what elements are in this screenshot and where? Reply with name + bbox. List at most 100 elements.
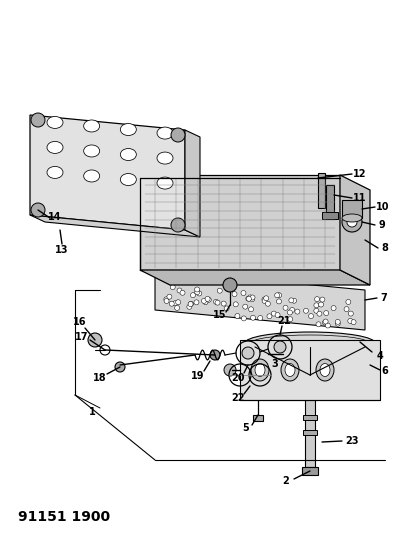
Circle shape	[316, 322, 321, 327]
Circle shape	[190, 293, 196, 297]
Text: 5: 5	[243, 423, 249, 433]
Circle shape	[314, 303, 319, 308]
Ellipse shape	[84, 170, 100, 182]
Text: 18: 18	[93, 373, 107, 383]
Polygon shape	[340, 175, 370, 285]
Ellipse shape	[255, 364, 265, 376]
Circle shape	[324, 311, 329, 316]
Circle shape	[164, 298, 169, 303]
Circle shape	[232, 292, 237, 296]
Bar	[326, 185, 334, 215]
Text: 14: 14	[48, 212, 62, 222]
Polygon shape	[140, 270, 370, 285]
Circle shape	[314, 297, 320, 302]
Bar	[303, 415, 317, 420]
Circle shape	[115, 362, 125, 372]
Ellipse shape	[281, 359, 299, 381]
Bar	[322, 212, 338, 219]
Circle shape	[210, 350, 220, 360]
Ellipse shape	[316, 359, 334, 381]
Polygon shape	[140, 175, 340, 270]
Circle shape	[326, 323, 330, 328]
Text: 1: 1	[89, 407, 95, 417]
Circle shape	[267, 314, 272, 319]
Circle shape	[167, 294, 172, 299]
Circle shape	[180, 290, 185, 295]
Circle shape	[264, 296, 269, 301]
Circle shape	[291, 298, 297, 303]
Circle shape	[250, 295, 255, 300]
Circle shape	[258, 316, 263, 320]
Bar	[305, 375, 315, 467]
Circle shape	[188, 301, 194, 306]
Text: 2: 2	[283, 476, 289, 486]
Text: 10: 10	[376, 202, 390, 212]
Circle shape	[250, 297, 255, 302]
Ellipse shape	[47, 116, 63, 128]
Circle shape	[271, 311, 276, 316]
Circle shape	[287, 310, 292, 315]
Circle shape	[335, 321, 340, 326]
Ellipse shape	[157, 177, 173, 189]
Circle shape	[213, 300, 219, 304]
Circle shape	[318, 302, 324, 307]
Circle shape	[164, 297, 169, 302]
Circle shape	[288, 317, 293, 322]
Circle shape	[203, 300, 208, 305]
Circle shape	[217, 288, 222, 293]
Circle shape	[323, 319, 328, 324]
Circle shape	[262, 297, 267, 302]
Circle shape	[289, 308, 295, 312]
Circle shape	[169, 301, 174, 306]
Text: 20: 20	[231, 373, 245, 383]
Ellipse shape	[285, 364, 295, 376]
Circle shape	[195, 289, 200, 295]
Circle shape	[276, 293, 282, 298]
Circle shape	[283, 305, 288, 310]
Circle shape	[342, 212, 362, 232]
Circle shape	[303, 308, 308, 313]
Text: 13: 13	[55, 245, 69, 255]
Circle shape	[346, 300, 351, 304]
Circle shape	[241, 290, 246, 295]
Circle shape	[295, 309, 300, 314]
Circle shape	[173, 301, 177, 306]
Circle shape	[314, 308, 319, 313]
Text: 15: 15	[213, 310, 227, 320]
Circle shape	[100, 345, 110, 355]
Circle shape	[308, 313, 314, 319]
Text: 23: 23	[345, 436, 359, 446]
Text: 4: 4	[377, 351, 383, 361]
Circle shape	[275, 312, 280, 318]
Circle shape	[170, 285, 175, 289]
Circle shape	[242, 347, 254, 359]
Circle shape	[233, 302, 238, 307]
Circle shape	[241, 316, 246, 321]
Text: 21: 21	[277, 316, 291, 326]
Circle shape	[202, 298, 206, 303]
Circle shape	[243, 304, 248, 309]
Circle shape	[175, 305, 180, 310]
Circle shape	[194, 287, 200, 292]
Bar	[253, 415, 263, 421]
Circle shape	[331, 305, 336, 311]
Ellipse shape	[84, 120, 100, 132]
Text: 12: 12	[353, 169, 367, 179]
Circle shape	[171, 128, 185, 142]
Ellipse shape	[47, 166, 63, 179]
Circle shape	[276, 299, 282, 304]
Bar	[240, 340, 380, 400]
Text: 91151 1900: 91151 1900	[18, 510, 110, 524]
Circle shape	[246, 296, 251, 301]
Text: 7: 7	[381, 293, 387, 303]
Text: 17: 17	[75, 332, 89, 342]
Circle shape	[289, 298, 294, 303]
Circle shape	[176, 300, 181, 305]
Circle shape	[335, 319, 340, 325]
Circle shape	[171, 218, 185, 232]
Circle shape	[262, 298, 267, 303]
Text: 22: 22	[231, 393, 245, 403]
Text: 3: 3	[272, 359, 278, 369]
Bar	[318, 173, 325, 208]
Text: 11: 11	[353, 193, 367, 203]
